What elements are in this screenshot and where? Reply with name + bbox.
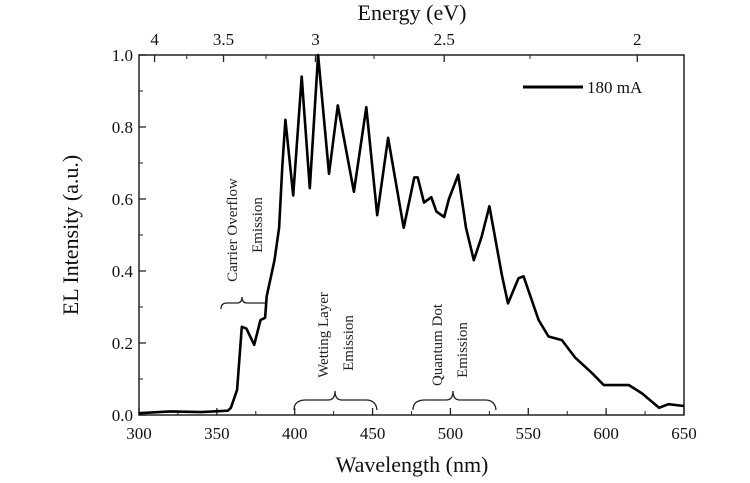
x-tick-label: 650 (671, 424, 697, 443)
axes: 300 350 400 450 500 550 600 650 0.0 0.2 0.4 0.6 0.8 1… (112, 30, 697, 443)
plot-frame (138, 54, 685, 416)
annotation-carrier-overflow-2: Emission (250, 197, 266, 253)
x-tick-label: 400 (282, 424, 308, 443)
x-tick-label: 350 (204, 424, 230, 443)
x-tick-label: 550 (516, 424, 542, 443)
series-line (138, 53, 685, 415)
top-tick-label: 4 (150, 30, 159, 49)
y-tick-label: 0.6 (112, 190, 133, 209)
x-tick-label: 300 (126, 424, 152, 443)
annotation-quantum-dot-1: Quantum Dot (430, 303, 446, 386)
x-axis-label: Wavelength (nm) (336, 452, 489, 477)
y-tick-label: 0.4 (112, 262, 134, 281)
y-axis-label: EL Intensity (a.u.) (58, 155, 83, 315)
x-tick-label: 500 (438, 424, 464, 443)
annotation-wetting-layer-1: Wetting Layer (316, 292, 332, 378)
x-tick-label: 600 (593, 424, 619, 443)
top-tick-label: 3 (311, 30, 320, 49)
annotation-quantum-dot-2: Emission (455, 322, 471, 378)
brace-carrier-overflow (220, 296, 265, 310)
top-tick-label: 2.5 (434, 30, 455, 49)
top-axis-label: Energy (eV) (358, 0, 467, 25)
x-tick-label: 450 (360, 424, 386, 443)
legend-label: 180 mA (587, 78, 643, 97)
top-tick-label: 3.5 (213, 30, 234, 49)
y-tick-label: 1.0 (112, 46, 133, 65)
brace-wetting-layer (293, 390, 378, 411)
annotation-carrier-overflow-1: Carrier Overflow (225, 178, 241, 282)
y-tick-label: 0.0 (112, 406, 133, 425)
marks (138, 53, 685, 415)
y-tick-label: 0.8 (112, 118, 133, 137)
top-tick-label: 2 (633, 30, 642, 49)
brace-quantum-dot (412, 390, 497, 411)
y-tick-label: 0.2 (112, 334, 133, 353)
annotation-wetting-layer-2: Emission (341, 315, 357, 371)
